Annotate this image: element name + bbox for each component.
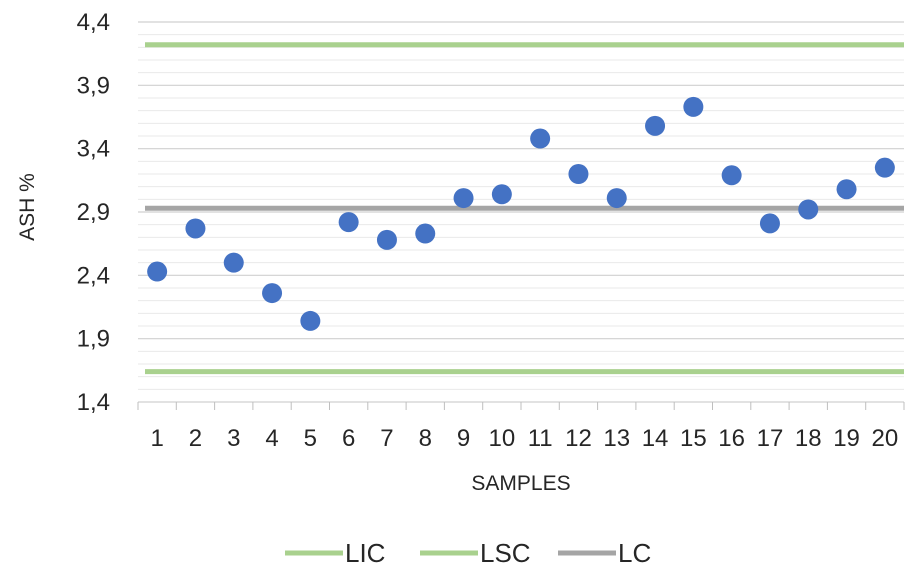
y-tick-label: 2,9: [77, 199, 110, 226]
y-tick-labels: 1,4 1,9 2,4 2,9 3,4 3,9 4,4: [77, 9, 110, 416]
data-point: [147, 261, 168, 282]
x-tick-labels: 1 2 3 4 5 6 7 8 9 10 11 12 13 14 15 16 17 18 19 20: [150, 425, 898, 452]
data-points: [147, 96, 895, 331]
data-point: [223, 252, 244, 273]
legend-label: LIC: [345, 538, 385, 568]
y-tick-label: 3,4: [77, 136, 110, 163]
x-tick-label: 4: [265, 425, 278, 452]
legend-item-lsc: LSC: [420, 538, 531, 568]
y-tick-label: 4,4: [77, 9, 110, 36]
legend-item-lc: LC: [558, 538, 651, 568]
data-point: [262, 283, 283, 304]
x-tick-label: 13: [603, 425, 630, 452]
x-tick-label: 14: [642, 425, 669, 452]
data-point: [453, 188, 474, 209]
gridlines: [138, 21, 904, 403]
x-axis-title: SAMPLES: [471, 472, 570, 495]
data-point: [185, 218, 206, 239]
data-point: [300, 310, 321, 331]
y-tick-label: 2,4: [77, 262, 110, 289]
x-tick-label: 5: [304, 425, 317, 452]
data-point: [874, 157, 895, 178]
x-tick-label: 20: [871, 425, 898, 452]
x-tick-label: 10: [488, 425, 515, 452]
x-tick-label: 9: [457, 425, 470, 452]
data-point: [376, 229, 397, 250]
x-tick-label: 7: [380, 425, 393, 452]
legend-label: LSC: [480, 538, 531, 568]
x-tick-label: 17: [757, 425, 784, 452]
control-lines: [145, 42, 904, 375]
x-tick-label: 19: [833, 425, 860, 452]
data-point: [415, 223, 436, 244]
data-point: [491, 184, 512, 205]
x-tick-label: 11: [528, 425, 553, 452]
x-tick-label: 1: [150, 425, 163, 452]
x-tick-label: 3: [227, 425, 240, 452]
x-tick-label: 18: [795, 425, 822, 452]
y-tick-label: 1,9: [77, 326, 110, 353]
x-tick-label: 6: [342, 425, 355, 452]
data-point: [568, 164, 589, 184]
x-axis-ticks: [137, 402, 905, 410]
data-point: [338, 212, 359, 233]
x-tick-label: 16: [718, 425, 745, 452]
x-tick-label: 8: [419, 425, 432, 452]
x-tick-label: 12: [565, 425, 592, 452]
y-axis-title: ASH %: [16, 173, 39, 241]
data-point: [836, 179, 857, 200]
data-point: [606, 188, 627, 209]
data-point: [721, 165, 742, 186]
y-tick-label: 3,9: [77, 72, 110, 99]
legend-label: LC: [618, 538, 651, 568]
legend: LIC LSC LC: [285, 538, 651, 568]
data-point: [759, 213, 780, 234]
x-tick-label: 2: [189, 425, 202, 452]
data-point: [645, 115, 666, 136]
data-point: [683, 96, 704, 117]
legend-item-lic: LIC: [285, 538, 385, 568]
data-point: [798, 199, 819, 220]
y-tick-label: 1,4: [77, 389, 110, 416]
data-point: [530, 128, 551, 149]
x-tick-label: 15: [680, 425, 707, 452]
